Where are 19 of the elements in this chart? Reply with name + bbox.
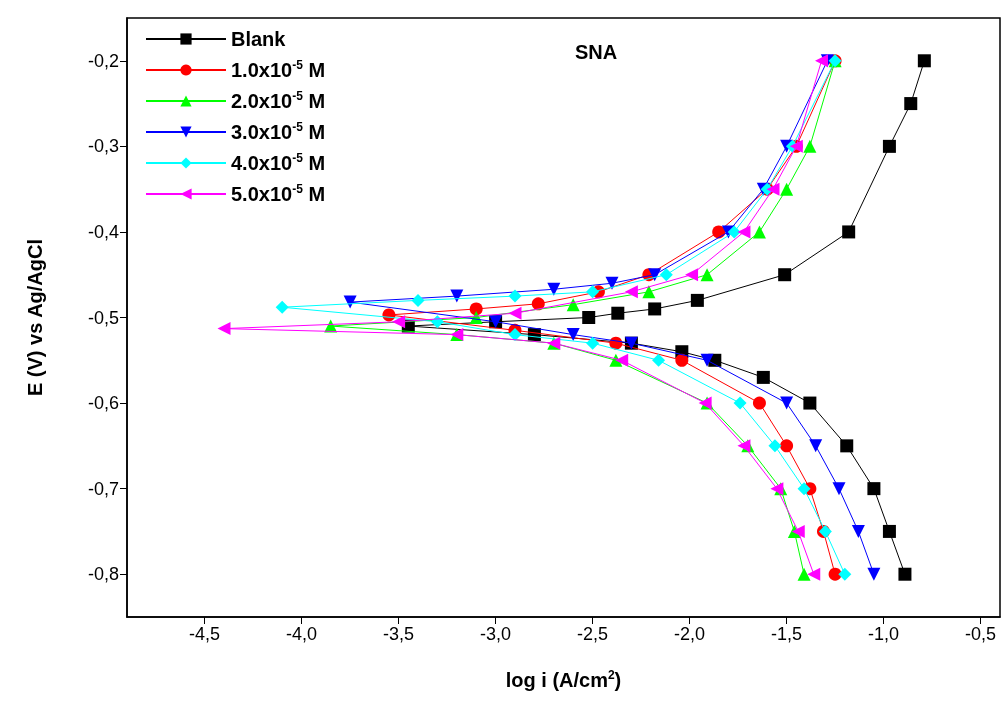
x-tick-label: -1,0 <box>868 624 900 644</box>
x-tick-label: -4,0 <box>286 624 318 644</box>
y-tick-label: -0,6 <box>87 393 119 414</box>
x-tick-label: -3,0 <box>480 624 512 644</box>
y-tick-label: -0,5 <box>87 307 119 328</box>
y-tick-label: -0,4 <box>87 221 119 242</box>
x-tick-label: -2,5 <box>577 624 609 644</box>
y-axis-title: E (V) vs Ag/AgCl <box>24 238 46 397</box>
x-tick-label: -0,5 <box>965 624 997 644</box>
x-tick-label: -3,5 <box>383 624 415 644</box>
x-tick-label: -2,0 <box>674 624 706 644</box>
annotation: SNA <box>575 41 618 63</box>
x-tick-label: -4,5 <box>189 624 221 644</box>
x-tick-label: -1,5 <box>771 624 803 644</box>
legend-label: Blank <box>231 28 287 50</box>
y-tick-label: -0,7 <box>87 478 119 499</box>
y-tick-label: -0,3 <box>87 136 119 157</box>
y-tick-label: -0,8 <box>87 564 119 585</box>
y-tick-label: -0,2 <box>87 50 119 71</box>
